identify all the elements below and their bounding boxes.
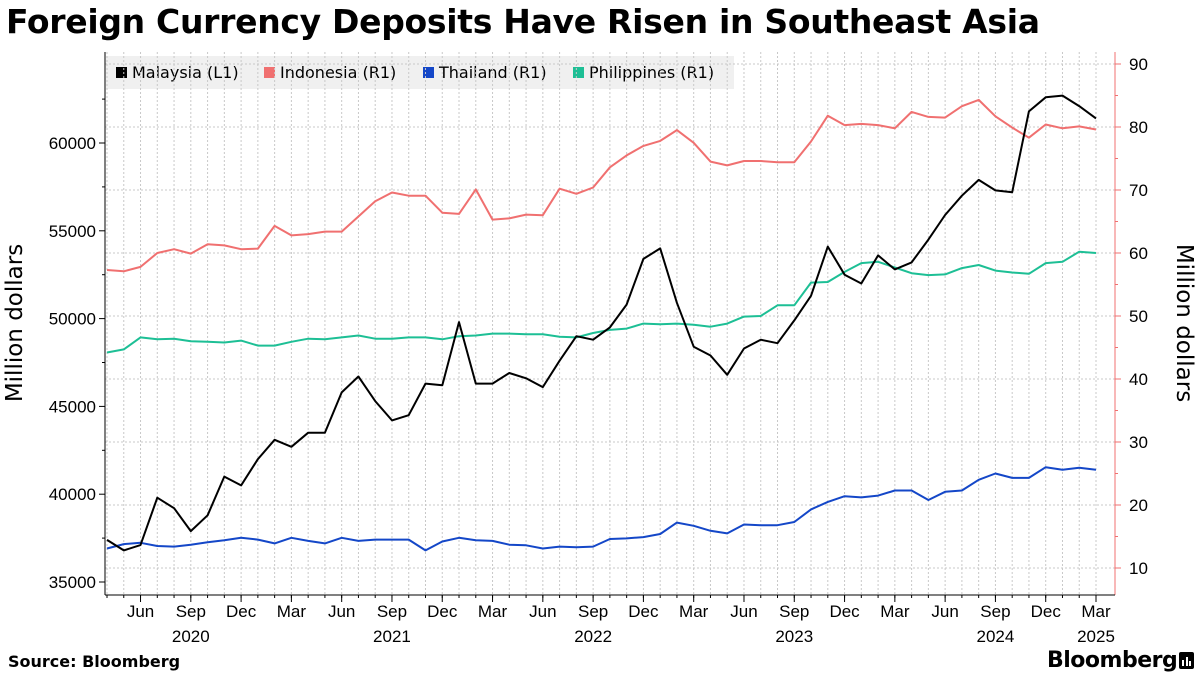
- x-axis-month-label: Jun: [931, 602, 958, 621]
- legend-label: Malaysia (L1): [132, 62, 239, 82]
- right-axis-tick-label: 30: [1129, 433, 1148, 452]
- series-line-malaysia: [106, 94, 1097, 552]
- x-axis-month-label: Dec: [628, 602, 659, 621]
- bloomberg-chart-icon: [1179, 652, 1194, 669]
- x-axis-year-label: 2020: [172, 627, 210, 646]
- x-axis-month-label: Dec: [1031, 602, 1062, 621]
- series-line-philippines: [106, 250, 1097, 354]
- x-axis-month-label: Jun: [730, 602, 757, 621]
- legend-item: Malaysia (L1): [116, 62, 239, 82]
- source-note: Source: Bloomberg: [8, 652, 181, 671]
- legend-item: Philippines (R1): [573, 62, 714, 82]
- left-axis-tick-label: 40000: [49, 485, 96, 504]
- x-axis-year-label: 2025: [1077, 627, 1115, 646]
- x-axis-month-label: Mar: [679, 602, 709, 621]
- x-axis-month-label: Jun: [127, 602, 154, 621]
- legend-swatch: [423, 66, 434, 78]
- right-axis-tick-label: 70: [1129, 181, 1148, 200]
- x-axis-month-label: Mar: [880, 602, 910, 621]
- x-axis-month-label: Sep: [176, 602, 206, 621]
- right-axis-tick-label: 60: [1129, 244, 1148, 263]
- legend-label: Indonesia (R1): [280, 62, 397, 82]
- right-axis-tick-label: 40: [1129, 370, 1148, 389]
- chart-title: Foreign Currency Deposits Have Risen in …: [6, 2, 1040, 41]
- legend-label: Philippines (R1): [589, 62, 715, 82]
- x-axis-month-label: Sep: [578, 602, 608, 621]
- right-axis-tick-label: 80: [1129, 118, 1148, 137]
- right-axis-tick-label: 20: [1129, 496, 1148, 515]
- x-axis-month-label: Sep: [377, 602, 407, 621]
- x-axis-month-label: Dec: [829, 602, 860, 621]
- right-axis-tick-label: 90: [1129, 55, 1148, 74]
- right-axis-tick-label: 10: [1129, 559, 1148, 578]
- series-line-indonesia: [106, 98, 1097, 273]
- x-axis-month-label: Sep: [779, 602, 809, 621]
- legend-swatch: [264, 66, 275, 78]
- legend-swatch: [116, 66, 127, 78]
- legend-item: Indonesia (R1): [264, 62, 396, 82]
- x-axis-month-label: Mar: [277, 602, 307, 621]
- left-axis-tick-label: 45000: [49, 397, 96, 416]
- left-axis-title: Million dollars: [2, 244, 28, 402]
- x-axis-month-label: Jun: [328, 602, 355, 621]
- right-axis-title: Million dollars: [1171, 244, 1197, 402]
- legend-swatch: [573, 66, 584, 78]
- x-axis-year-label: 2023: [775, 627, 813, 646]
- left-axis-tick-label: 50000: [49, 310, 96, 329]
- right-axis-tick-label: 50: [1129, 307, 1148, 326]
- x-axis-year-label: 2024: [977, 627, 1015, 646]
- left-axis-tick-label: 55000: [49, 222, 96, 241]
- left-axis-tick-label: 60000: [49, 134, 96, 153]
- bloomberg-logo: Bloomberg: [1047, 648, 1178, 673]
- series-line-thailand: [106, 466, 1097, 552]
- x-axis-month-label: Sep: [980, 602, 1010, 621]
- legend: [106, 56, 734, 89]
- x-axis-month-label: Dec: [427, 602, 458, 621]
- x-axis-month-label: Mar: [478, 602, 508, 621]
- left-axis-tick-label: 35000: [49, 573, 96, 592]
- x-axis-month-label: Mar: [1081, 602, 1111, 621]
- x-axis-month-label: Jun: [529, 602, 556, 621]
- x-axis-year-label: 2022: [574, 627, 612, 646]
- x-axis-year-label: 2021: [373, 627, 411, 646]
- x-axis-month-label: Dec: [226, 602, 257, 621]
